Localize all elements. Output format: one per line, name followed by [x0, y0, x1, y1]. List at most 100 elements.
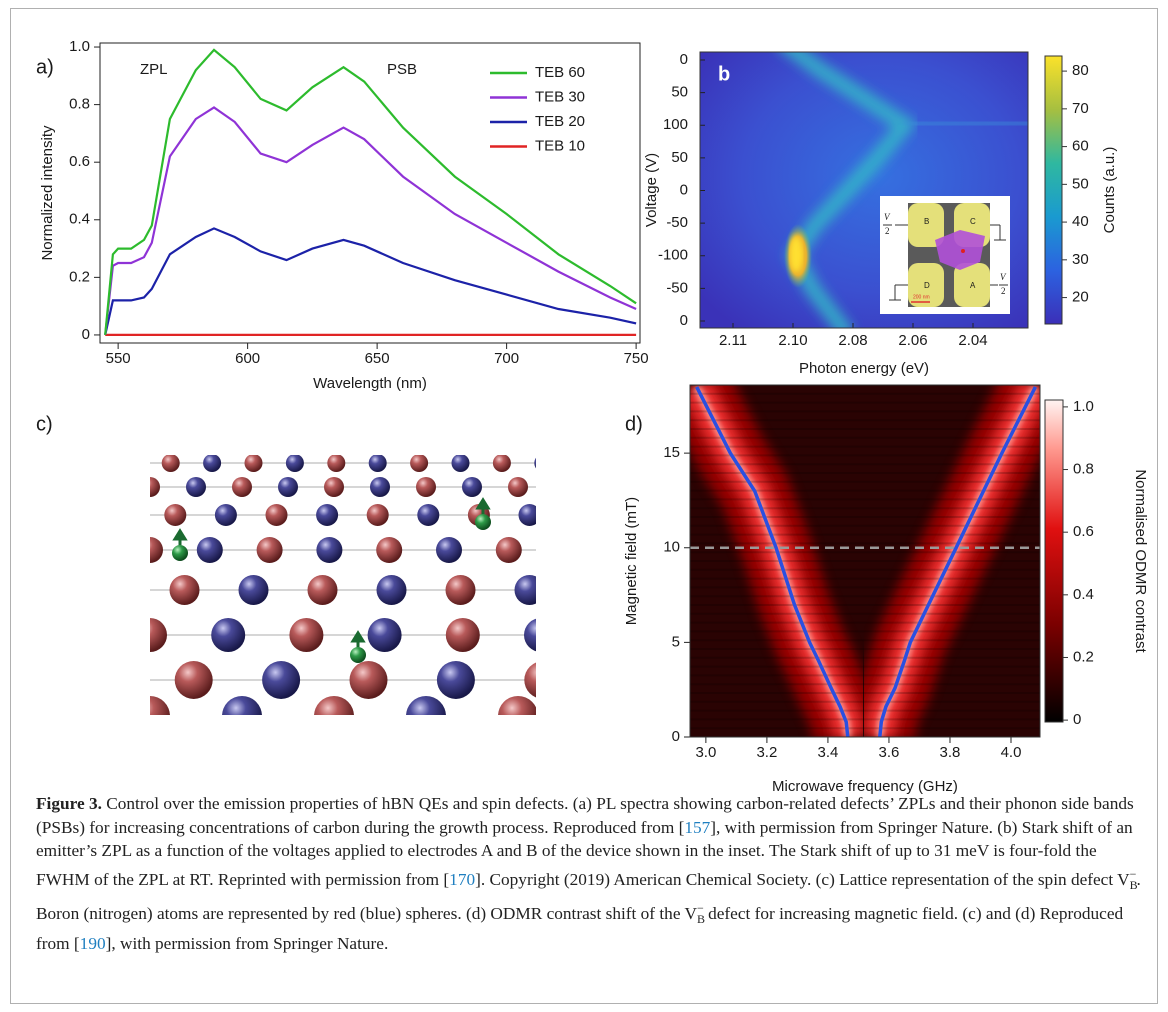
heatmap-peak	[790, 236, 802, 272]
atom	[196, 537, 223, 563]
y-tick-label: 5	[672, 633, 680, 650]
y-tick-label: 0.8	[69, 96, 90, 113]
caption-sup: −	[1129, 866, 1137, 881]
x-axis-title: Wavelength (nm)	[313, 375, 427, 392]
spin-defect	[350, 647, 366, 663]
atom	[150, 618, 167, 652]
legend-label: TEB 20	[535, 113, 585, 130]
spin-defect	[172, 545, 188, 561]
caption-plain: ], with permission from Springer Nature.…	[36, 817, 1133, 889]
line-series	[104, 106, 637, 336]
atom	[244, 455, 263, 472]
colorbar-tick-label: 80	[1072, 62, 1089, 79]
figure-border	[10, 8, 1158, 1004]
y-tick-label: 0.6	[69, 153, 90, 170]
atom	[150, 537, 163, 563]
legend-label: TEB 30	[535, 88, 585, 105]
colorbar-tick-label: 60	[1072, 138, 1089, 155]
atom	[524, 618, 536, 652]
x-tick-label: 600	[235, 350, 260, 367]
caption-link[interactable]: 170	[449, 869, 476, 889]
caption-plain: ]. Copyright (2019) American Chemical So…	[475, 869, 1130, 889]
atom	[462, 477, 482, 497]
x-tick-label: 3.0	[695, 744, 716, 761]
atom	[120, 454, 138, 472]
colorbar-tick-label: 0.6	[1073, 523, 1094, 540]
atom	[169, 575, 200, 605]
caption-plain: Control over the emission properties of …	[36, 794, 1134, 837]
atom	[416, 477, 436, 497]
inset: B C D A V 2 V 2 200 nm	[880, 196, 1010, 314]
atom	[445, 618, 480, 652]
legend-label: TEB 60	[535, 64, 585, 81]
fit-line	[695, 386, 850, 738]
atom	[101, 575, 131, 605]
colorbar-tick-label: 30	[1072, 251, 1089, 268]
heatmap-image	[690, 385, 1040, 737]
atom	[324, 477, 344, 497]
atom	[495, 537, 522, 563]
panel-label: b	[718, 63, 730, 85]
atom	[161, 455, 180, 472]
fit-line	[878, 386, 1037, 738]
colorbar-tick-label: 0.8	[1073, 461, 1094, 478]
colorbar-title: Counts (a.u.)	[1101, 147, 1118, 234]
y-tick-label: 0	[672, 728, 680, 745]
inset-electrode	[908, 263, 944, 307]
line-series	[104, 227, 637, 336]
inset-label: A	[970, 281, 976, 290]
atom	[436, 537, 462, 563]
plot-frame	[99, 42, 641, 344]
x-axis-title: Photon energy (eV)	[799, 360, 929, 377]
spin-arrow	[350, 630, 366, 647]
y-tick-label: 15	[663, 444, 680, 461]
x-tick-label: 2.08	[838, 332, 867, 349]
atom	[150, 477, 160, 497]
x-tick-label: 550	[106, 350, 131, 367]
x-tick-label: 2.04	[958, 332, 987, 349]
inset-label: B	[924, 217, 929, 226]
atom	[367, 618, 402, 652]
caption-sub: B	[696, 912, 705, 927]
caption-link[interactable]: 157	[684, 817, 711, 837]
colorbar	[1044, 55, 1063, 325]
y-tick-label: 50	[671, 149, 688, 166]
x-tick-label: 4.0	[1001, 744, 1022, 761]
atom	[492, 455, 511, 472]
atom	[327, 455, 346, 472]
y-tick-label: -50	[666, 214, 688, 231]
caption-link[interactable]: 190	[79, 933, 106, 953]
colorbar-title: Normalised ODMR contrast	[1132, 469, 1149, 653]
x-tick-label: 700	[494, 350, 519, 367]
atom	[87, 661, 125, 699]
colorbar-tick-label: 40	[1072, 213, 1089, 230]
inset-label: 200 nm	[913, 294, 930, 300]
caption-plain: . Boron (nitrogen) atoms are represented…	[36, 869, 1141, 924]
y-tick-label: 50	[671, 84, 688, 101]
colorbar-tick-label: 0.2	[1073, 648, 1094, 665]
inset-label: D	[924, 281, 930, 290]
atom	[278, 477, 298, 497]
caption-bold: Figure 3.	[36, 794, 102, 813]
atom	[534, 457, 536, 469]
x-tick-label: 2.06	[898, 332, 927, 349]
y-axis-title: Voltage (V)	[643, 153, 660, 227]
colorbar-tick-label: 20	[1072, 289, 1089, 306]
atom	[366, 504, 389, 526]
atom	[203, 455, 222, 472]
atom	[417, 504, 440, 526]
x-tick-label: 3.4	[817, 744, 838, 761]
x-axis-title: Microwave frequency (GHz)	[772, 778, 958, 795]
atom	[186, 477, 206, 497]
colorbar-tick-label: 0	[1073, 711, 1081, 728]
y-tick-label: -50	[666, 279, 688, 296]
x-tick-label: 3.6	[879, 744, 900, 761]
atom	[114, 504, 136, 526]
caption-sub: B	[1129, 877, 1138, 892]
atom	[238, 575, 269, 605]
y-tick-label: 0.4	[69, 211, 90, 228]
x-tick-label: 3.8	[940, 744, 961, 761]
colorbar-tick-label: 0.4	[1073, 586, 1094, 603]
inset-flake	[935, 230, 985, 270]
